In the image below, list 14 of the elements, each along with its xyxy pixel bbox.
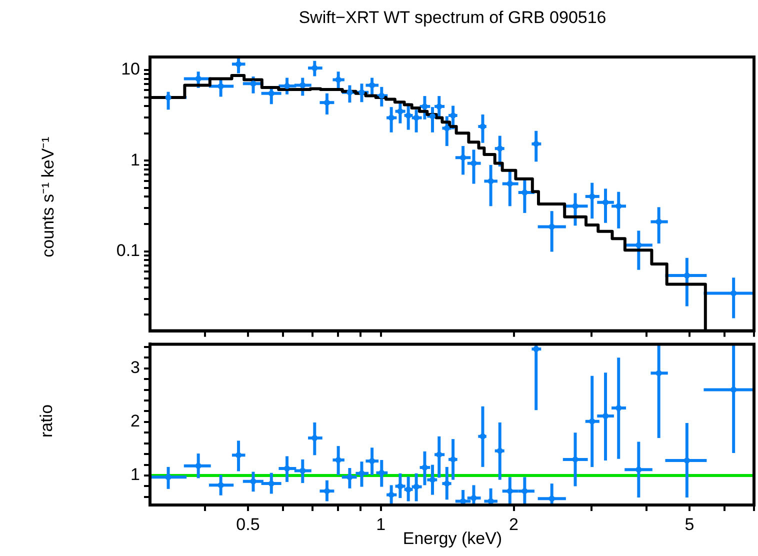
y-axis-title: ratio	[37, 404, 57, 438]
chart-title: Swift−XRT WT spectrum of GRB 090516	[298, 8, 608, 28]
x-axis-title: Energy (keV)	[402, 529, 502, 548]
y-tick-label: 10	[121, 60, 140, 79]
x-tick-label: 0.5	[236, 514, 260, 534]
x-tick-label: 1	[376, 514, 386, 534]
y-tick-label: 2	[130, 412, 140, 431]
y-tick-label: 1	[130, 150, 140, 170]
y-tick-label: 0.1	[116, 241, 140, 260]
y-tick-label: 3	[130, 358, 140, 378]
x-tick-label: 5	[684, 514, 694, 534]
y-axis-title: counts s⁻¹ keV⁻¹	[38, 136, 58, 258]
x-tick-label: 2	[509, 514, 519, 534]
y-tick-label: 1	[130, 465, 140, 484]
